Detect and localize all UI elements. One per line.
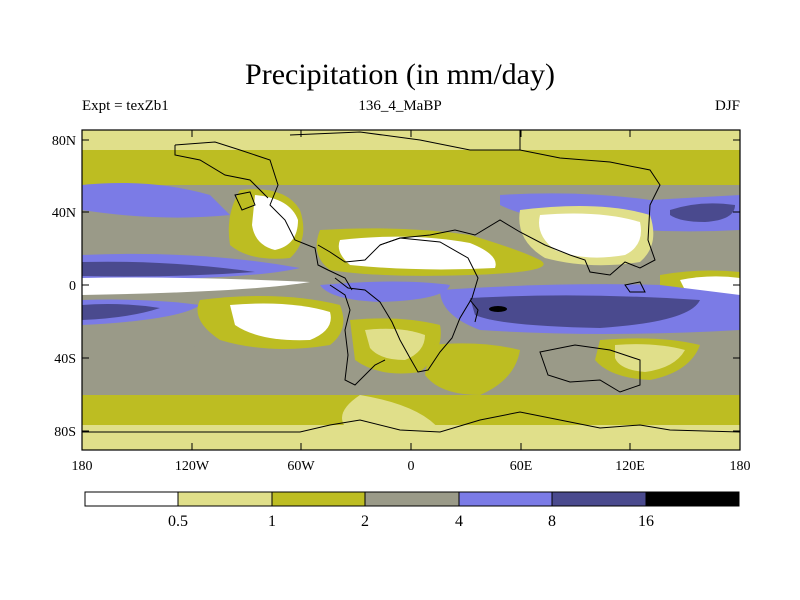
lat-label-80n: 80N: [52, 134, 76, 149]
lon-label-60e: 60E: [510, 459, 533, 474]
colorbar-box-0: [84, 491, 179, 507]
colorbar-label-1: 1: [268, 513, 276, 530]
colorbar-label-16: 16: [638, 513, 654, 530]
colorbar-box-1: [177, 491, 273, 507]
lon-label-120e: 120E: [615, 459, 645, 474]
continent-outlines: [82, 130, 740, 433]
colorbar: [84, 491, 740, 507]
lat-label-40n: 40N: [52, 206, 76, 221]
lat-label-80s: 80S: [54, 425, 76, 440]
lon-label-60w: 60W: [287, 459, 315, 474]
season-label: DJF: [714, 98, 740, 114]
colorbar-label-4: 4: [455, 513, 463, 530]
colorbar-label-8: 8: [548, 513, 556, 530]
lon-label-0: 0: [408, 459, 415, 474]
colorbar-label-2: 2: [361, 513, 369, 530]
lon-label-180w: 180: [72, 459, 93, 474]
period-label: 136_4_MaBP: [358, 98, 442, 114]
lat-label-40s: 40S: [54, 352, 76, 367]
lon-label-180e: 180: [730, 459, 751, 474]
colorbar-box-5: [551, 491, 647, 507]
colorbar-box-4: [458, 491, 553, 507]
map-title: Precipitation (in mm/day): [245, 58, 555, 91]
colorbar-box-3: [364, 491, 460, 507]
lon-label-120w: 120W: [175, 459, 210, 474]
colorbar-label-0-5: 0.5: [168, 513, 188, 530]
colorbar-box-2: [271, 491, 366, 507]
precip-contours: [82, 130, 740, 450]
lat-label-0: 0: [69, 279, 76, 294]
colorbar-box-6: [645, 491, 740, 507]
experiment-label: Expt = texZb1: [82, 98, 169, 114]
axis-ticks: [81, 130, 741, 450]
